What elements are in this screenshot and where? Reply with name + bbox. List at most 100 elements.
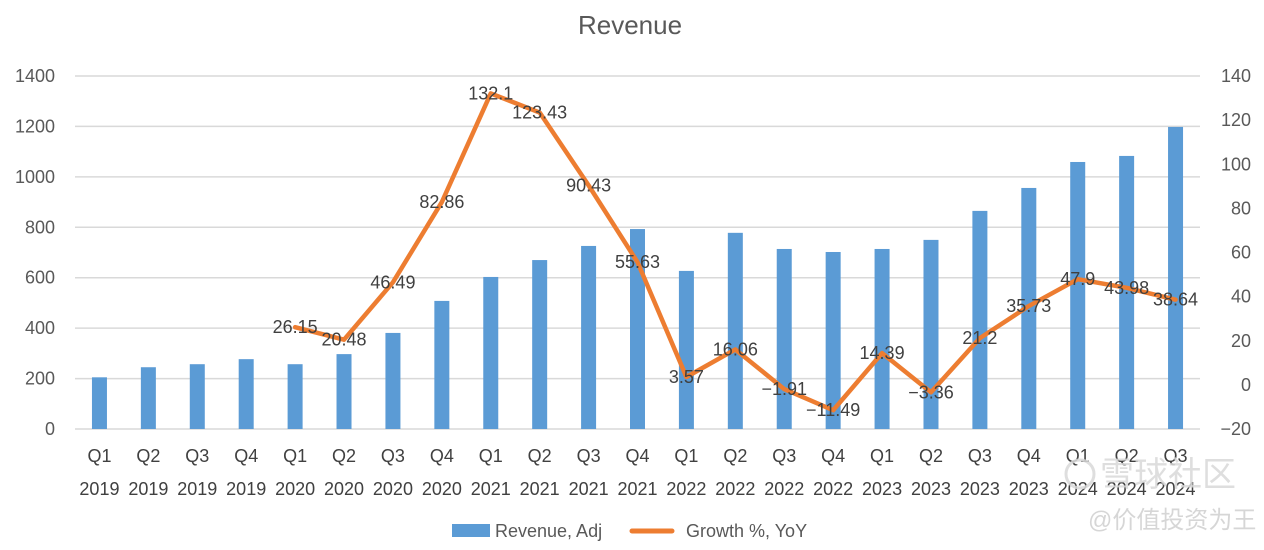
growth-data-label: 38.64	[1153, 290, 1198, 310]
x-year-label: 2023	[960, 479, 1000, 499]
growth-data-label: 47.9	[1060, 269, 1095, 289]
growth-data-label: −3.36	[908, 382, 954, 402]
x-quarter-label: Q2	[723, 446, 747, 466]
x-year-label: 2022	[666, 479, 706, 499]
revenue-bar	[678, 270, 694, 429]
right-tick-label: 20	[1231, 331, 1251, 351]
x-quarter-label: Q1	[479, 446, 503, 466]
revenue-bar	[874, 248, 890, 429]
growth-data-label: 26.15	[273, 317, 318, 337]
x-year-label: 2019	[226, 479, 266, 499]
revenue-bar	[532, 260, 548, 429]
x-year-label: 2023	[1009, 479, 1049, 499]
revenue-bar	[189, 364, 205, 429]
revenue-bar	[972, 210, 988, 429]
left-tick-label: 600	[25, 268, 55, 288]
left-tick-label: 1000	[15, 167, 55, 187]
x-year-label: 2021	[520, 479, 560, 499]
right-axis-ticks: −20 0 20 40 60 80 100 120 140	[1220, 66, 1251, 439]
x-year-label: 2020	[373, 479, 413, 499]
left-axis-ticks: 0 200 400 600 800 1000 1200 1400	[15, 66, 55, 439]
xueqiu-logo-icon	[1064, 458, 1096, 490]
revenue-bar	[287, 364, 303, 429]
revenue-bar	[1070, 161, 1086, 429]
x-quarter-label: Q2	[528, 446, 552, 466]
x-quarter-label: Q4	[1017, 446, 1041, 466]
left-tick-label: 1400	[15, 66, 55, 86]
right-tick-label: 100	[1221, 154, 1251, 174]
right-tick-label: 80	[1231, 198, 1251, 218]
chart-title: Revenue	[578, 10, 682, 40]
x-quarter-label: Q2	[1115, 446, 1139, 466]
x-quarter-label: Q1	[870, 446, 894, 466]
growth-data-label: 20.48	[321, 330, 366, 350]
x-year-label: 2024	[1107, 479, 1147, 499]
x-quarter-label: Q2	[136, 446, 160, 466]
x-quarter-label: Q3	[577, 446, 601, 466]
right-tick-label: 40	[1231, 287, 1251, 307]
revenue-bar	[825, 251, 841, 429]
growth-line	[292, 91, 1178, 413]
left-tick-label: 0	[45, 419, 55, 439]
x-year-label: 2020	[324, 479, 364, 499]
revenue-bar	[776, 248, 792, 429]
legend-label-revenue: Revenue, Adj	[495, 521, 602, 541]
revenue-bar	[483, 276, 499, 429]
right-tick-label: 140	[1221, 66, 1251, 86]
x-quarter-label: Q4	[821, 446, 845, 466]
x-year-label: 2020	[422, 479, 462, 499]
growth-data-label: −11.49	[806, 400, 860, 420]
left-tick-label: 1200	[15, 116, 55, 136]
x-quarter-label: Q3	[968, 446, 992, 466]
revenue-bar	[434, 300, 450, 429]
x-quarter-label: Q3	[772, 446, 796, 466]
x-quarter-label: Q1	[87, 446, 111, 466]
x-year-label: 2019	[177, 479, 217, 499]
growth-data-label: 14.39	[860, 343, 905, 363]
right-tick-label: 0	[1241, 375, 1251, 395]
right-tick-label: −20	[1220, 419, 1251, 439]
x-quarter-label: Q1	[283, 446, 307, 466]
x-year-label: 2019	[79, 479, 119, 499]
revenue-bar	[140, 367, 156, 429]
growth-data-label: 123.43	[512, 103, 567, 123]
right-tick-label: 60	[1231, 243, 1251, 263]
revenue-bar	[727, 232, 743, 429]
x-quarter-label: Q4	[625, 446, 649, 466]
revenue-bar	[630, 229, 645, 429]
x-year-label: 2021	[471, 479, 511, 499]
growth-line-path	[292, 91, 1178, 413]
x-year-label: 2021	[617, 479, 657, 499]
left-tick-label: 400	[25, 318, 55, 338]
growth-data-label: 21.2	[962, 328, 997, 348]
x-quarter-label: Q2	[332, 446, 356, 466]
x-year-label: 2019	[128, 479, 168, 499]
revenue-bar	[581, 245, 597, 429]
left-tick-label: 200	[25, 369, 55, 389]
revenue-bar	[923, 239, 939, 429]
watermark-brand: 雪球社区	[1100, 456, 1236, 494]
x-quarter-label: Q2	[919, 446, 943, 466]
growth-data-label: 16.06	[713, 339, 758, 359]
x-quarter-label: Q1	[674, 446, 698, 466]
left-tick-label: 800	[25, 217, 55, 237]
x-quarter-label: Q4	[430, 446, 454, 466]
revenue-bar	[336, 354, 352, 429]
revenue-bar	[385, 332, 401, 429]
growth-data-label: 132.1	[468, 83, 513, 103]
x-year-label: 2022	[813, 479, 853, 499]
growth-data-label: 35.73	[1006, 296, 1051, 316]
revenue-bar	[238, 359, 254, 429]
growth-data-label: 90.43	[566, 175, 611, 195]
revenue-bar	[1119, 155, 1135, 429]
revenue-bar	[1168, 126, 1184, 429]
x-year-label: 2021	[569, 479, 609, 499]
x-year-label: 2022	[715, 479, 755, 499]
x-quarter-label: Q4	[234, 446, 258, 466]
growth-data-label: 46.49	[370, 272, 415, 292]
legend-label-growth: Growth %, YoY	[686, 521, 807, 541]
growth-data-label: 55.63	[615, 252, 660, 272]
watermark: 雪球社区 @价值投资为王	[1064, 456, 1256, 534]
